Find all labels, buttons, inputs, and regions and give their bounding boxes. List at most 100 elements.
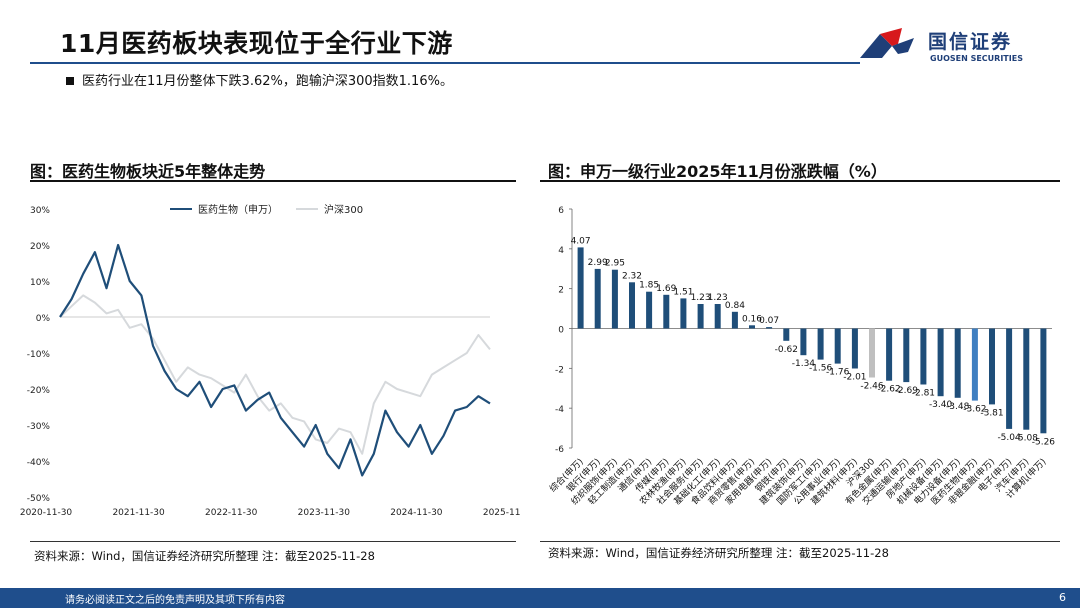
y-tick-label: 2 bbox=[558, 286, 564, 296]
bar-value-label: -3.81 bbox=[980, 408, 1003, 418]
bar bbox=[766, 327, 773, 329]
left-panel-bottom-rule bbox=[30, 541, 516, 542]
y-tick-label: 4 bbox=[558, 246, 564, 256]
bar bbox=[1006, 328, 1013, 429]
logo-name-en: GUOSEN SECURITIES bbox=[930, 54, 1023, 63]
bar bbox=[714, 304, 721, 329]
bar-value-label: -0.62 bbox=[775, 345, 798, 355]
y-tick-label: -40% bbox=[27, 458, 51, 468]
bar-value-label: -3.40 bbox=[929, 400, 953, 410]
company-logo: 国信证券 GUOSEN SECURITIES bbox=[858, 24, 1038, 68]
bar-value-label: -3.62 bbox=[963, 405, 986, 415]
footer-bar: 请务必阅读正文之后的免责声明及其项下所有内容 6 bbox=[0, 588, 1080, 608]
bar-value-label: -2.01 bbox=[843, 373, 866, 383]
bar bbox=[646, 291, 653, 329]
left-panel-rule bbox=[30, 180, 516, 182]
bar bbox=[903, 328, 910, 383]
bar-value-label: 0.16 bbox=[742, 314, 762, 324]
bar-value-label: -2.81 bbox=[912, 389, 935, 399]
bar-value-label: 1.85 bbox=[639, 281, 659, 291]
summary-text: 医药行业在11月份整体下跌3.62%，跑输沪深300指数1.16%。 bbox=[82, 74, 453, 89]
page-title: 11月医药板块表现位于全行业下游 bbox=[60, 29, 453, 58]
bar-value-label: 2.32 bbox=[622, 271, 642, 281]
legend-label: 沪深300 bbox=[324, 203, 363, 216]
left-panel-source: 资料来源：Wind，国信证券经济研究所整理 注：截至2025-11-28 bbox=[34, 549, 375, 563]
summary-bullet: 医药行业在11月份整体下跌3.62%，跑输沪深300指数1.16%。 bbox=[66, 70, 453, 89]
bar bbox=[954, 328, 961, 398]
bar bbox=[937, 328, 944, 397]
bar bbox=[1023, 328, 1030, 430]
bar bbox=[834, 328, 841, 364]
right-panel-title: 图：申万一级行业2025年11月份涨跌幅（%） bbox=[548, 162, 887, 181]
bullet-square-icon bbox=[66, 76, 74, 85]
bar bbox=[1040, 328, 1047, 434]
bar bbox=[800, 328, 807, 356]
bar bbox=[577, 247, 584, 329]
bar-value-label: 0.07 bbox=[759, 316, 779, 326]
bar-value-label: -5.26 bbox=[1032, 437, 1056, 447]
bar bbox=[680, 298, 687, 329]
y-tick-label: -20% bbox=[27, 386, 51, 396]
y-tick-label: 0 bbox=[558, 326, 564, 336]
x-tick-label: 2025-11-30 bbox=[483, 508, 520, 518]
bar-value-label: 4.07 bbox=[571, 236, 591, 246]
bar bbox=[697, 304, 704, 329]
y-tick-label: -30% bbox=[27, 422, 51, 432]
bar bbox=[920, 328, 927, 385]
y-tick-label: 0% bbox=[36, 314, 51, 324]
bar-value-label: -2.46 bbox=[860, 382, 884, 392]
x-tick-label: 2020-11-30 bbox=[20, 508, 72, 518]
bar-value-label: 2.99 bbox=[588, 258, 608, 268]
y-tick-label: -4 bbox=[555, 405, 564, 415]
bar-value-label: -1.76 bbox=[826, 368, 850, 378]
logo-mark-icon bbox=[860, 28, 914, 58]
series-line-pharma bbox=[59, 243, 491, 477]
bar bbox=[869, 328, 875, 378]
bar bbox=[817, 328, 824, 360]
y-tick-label: 20% bbox=[30, 242, 50, 252]
bar bbox=[886, 328, 893, 381]
bar-value-label: 2.95 bbox=[605, 259, 625, 269]
bar bbox=[989, 328, 995, 405]
bar bbox=[851, 328, 858, 369]
bar-value-label: 0.84 bbox=[725, 301, 745, 311]
page-number: 6 bbox=[1059, 591, 1066, 604]
bar bbox=[611, 269, 618, 329]
footer-disclaimer: 请务必阅读正文之后的免责声明及其项下所有内容 bbox=[65, 595, 285, 606]
bar-value-label: -5.04 bbox=[997, 433, 1021, 443]
bar bbox=[749, 325, 755, 329]
y-tick-label: -50% bbox=[27, 494, 51, 504]
bar-value-label: -5.08 bbox=[1015, 434, 1039, 444]
bar bbox=[971, 328, 978, 401]
bar bbox=[629, 282, 635, 329]
y-tick-label: -2 bbox=[555, 365, 564, 375]
bar bbox=[783, 328, 790, 341]
legend-label: 医药生物（申万） bbox=[198, 203, 278, 216]
bar-value-label: 1.23 bbox=[708, 293, 728, 303]
bar bbox=[594, 268, 601, 329]
y-tick-label: 6 bbox=[558, 206, 564, 216]
series-line-csi300 bbox=[59, 294, 491, 455]
title-divider bbox=[30, 62, 860, 64]
right-panel-source: 资料来源：Wind，国信证券经济研究所整理 注：截至2025-11-28 bbox=[548, 546, 889, 560]
x-tick-label: 2023-11-30 bbox=[298, 508, 351, 518]
bar-value-label: -2.69 bbox=[895, 386, 919, 396]
left-panel-title: 图：医药生物板块近5年整体走势 bbox=[30, 162, 266, 181]
bar-value-label: 1.69 bbox=[656, 284, 676, 294]
bar-value-label: -1.56 bbox=[809, 364, 833, 374]
bar-value-label: -1.34 bbox=[792, 359, 816, 369]
logo-name-cn: 国信证券 bbox=[928, 31, 1013, 53]
x-tick-label: 2024-11-30 bbox=[390, 508, 443, 518]
x-tick-label: 2021-11-30 bbox=[112, 508, 165, 518]
bar-value-label: -3.48 bbox=[946, 402, 970, 412]
y-tick-label: 30% bbox=[30, 206, 50, 216]
y-tick-label: -10% bbox=[27, 350, 51, 360]
right-panel-rule bbox=[540, 180, 1060, 182]
bar bbox=[663, 294, 670, 329]
y-tick-label: 10% bbox=[30, 278, 50, 288]
bar bbox=[731, 311, 738, 329]
x-tick-label: 2022-11-30 bbox=[205, 508, 258, 518]
bar-value-label: -2.62 bbox=[877, 385, 900, 395]
y-tick-label: -6 bbox=[555, 445, 564, 455]
right-panel-bottom-rule bbox=[540, 541, 1060, 542]
